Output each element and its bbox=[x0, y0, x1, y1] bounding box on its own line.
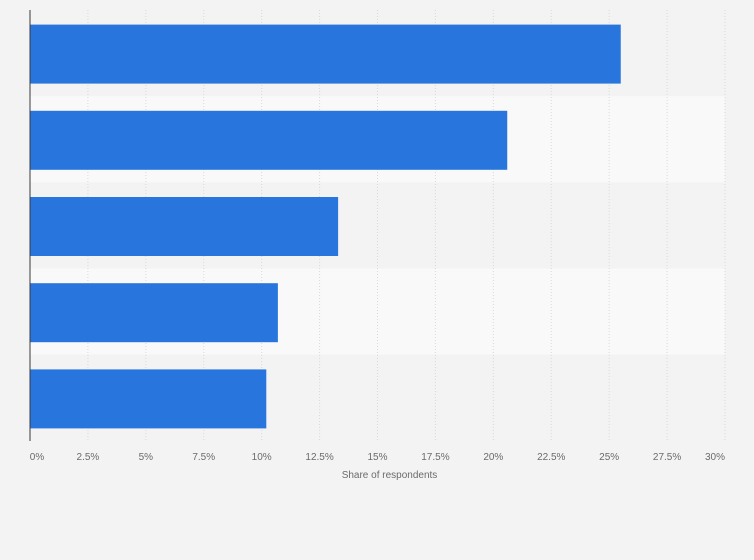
x-axis-title: Share of respondents bbox=[342, 470, 438, 481]
x-tick-label: 20% bbox=[483, 452, 503, 463]
x-tick-label: 17.5% bbox=[421, 452, 449, 463]
x-tick-label: 2.5% bbox=[77, 452, 100, 463]
x-tick-label: 30% bbox=[705, 452, 725, 463]
x-tick-label: 5% bbox=[139, 452, 154, 463]
bar bbox=[30, 369, 267, 429]
bars bbox=[30, 24, 621, 429]
x-tick-label: 12.5% bbox=[305, 452, 333, 463]
x-tick-label: 10% bbox=[252, 452, 272, 463]
bar bbox=[30, 24, 621, 84]
x-tick-label: 0% bbox=[30, 452, 45, 463]
x-tick-label: 7.5% bbox=[192, 452, 215, 463]
x-tick-labels: 0% 2.5% 5% 7.5% 10% 12.5% 15% 17.5% 20% 22.5% 25% 2… bbox=[30, 452, 725, 463]
x-tick-label: 27.5% bbox=[653, 452, 681, 463]
x-tick-label: 15% bbox=[367, 452, 387, 463]
bar bbox=[30, 197, 339, 256]
bar bbox=[30, 283, 278, 343]
x-tick-label: 22.5% bbox=[537, 452, 565, 463]
x-tick-label: 25% bbox=[599, 452, 619, 463]
bar bbox=[30, 110, 508, 170]
